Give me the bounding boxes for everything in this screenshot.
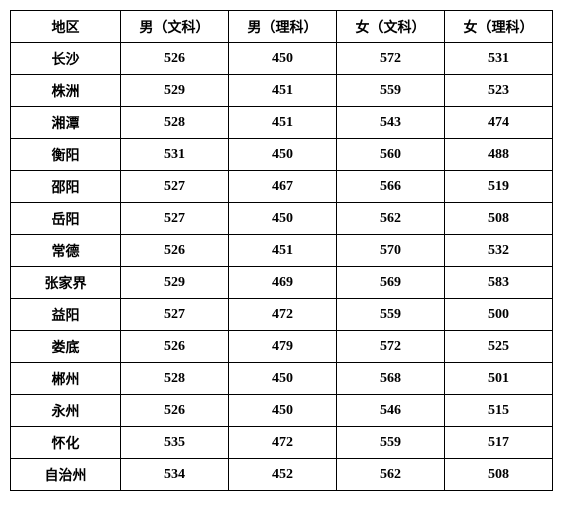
table-row: 岳阳527450562508 [11, 203, 553, 235]
score-cell: 474 [445, 107, 553, 139]
score-cell: 562 [337, 203, 445, 235]
score-cell: 450 [229, 139, 337, 171]
region-cell: 益阳 [11, 299, 121, 331]
region-cell: 株洲 [11, 75, 121, 107]
col-header-male-science: 男（理科） [229, 11, 337, 43]
region-cell: 自治州 [11, 459, 121, 491]
score-cell: 469 [229, 267, 337, 299]
score-cell: 450 [229, 395, 337, 427]
col-header-female-science: 女（理科） [445, 11, 553, 43]
score-cell: 467 [229, 171, 337, 203]
region-cell: 娄底 [11, 331, 121, 363]
score-cell: 531 [445, 43, 553, 75]
score-cell: 566 [337, 171, 445, 203]
score-cell: 488 [445, 139, 553, 171]
score-cell: 568 [337, 363, 445, 395]
score-cell: 501 [445, 363, 553, 395]
score-cell: 526 [121, 395, 229, 427]
score-cell: 583 [445, 267, 553, 299]
table-row: 娄底526479572525 [11, 331, 553, 363]
score-cell: 527 [121, 203, 229, 235]
score-cell: 508 [445, 203, 553, 235]
score-cell: 562 [337, 459, 445, 491]
score-cell: 529 [121, 75, 229, 107]
score-cell: 525 [445, 331, 553, 363]
col-header-male-liberal: 男（文科） [121, 11, 229, 43]
score-cell: 526 [121, 331, 229, 363]
score-cell: 526 [121, 43, 229, 75]
score-cell: 451 [229, 235, 337, 267]
score-cell: 517 [445, 427, 553, 459]
score-cell: 532 [445, 235, 553, 267]
score-cell: 531 [121, 139, 229, 171]
table-row: 长沙526450572531 [11, 43, 553, 75]
score-cell: 572 [337, 331, 445, 363]
table-row: 永州526450546515 [11, 395, 553, 427]
score-cell: 523 [445, 75, 553, 107]
score-table: 地区 男（文科） 男（理科） 女（文科） 女（理科） 长沙52645057253… [10, 10, 553, 491]
region-cell: 长沙 [11, 43, 121, 75]
score-cell: 515 [445, 395, 553, 427]
table-row: 怀化535472559517 [11, 427, 553, 459]
region-cell: 张家界 [11, 267, 121, 299]
score-cell: 472 [229, 299, 337, 331]
region-cell: 永州 [11, 395, 121, 427]
col-header-region: 地区 [11, 11, 121, 43]
score-cell: 527 [121, 299, 229, 331]
table-row: 郴州528450568501 [11, 363, 553, 395]
score-cell: 570 [337, 235, 445, 267]
score-cell: 535 [121, 427, 229, 459]
table-row: 湘潭528451543474 [11, 107, 553, 139]
score-cell: 559 [337, 427, 445, 459]
score-cell: 526 [121, 235, 229, 267]
col-header-female-liberal: 女（文科） [337, 11, 445, 43]
score-cell: 519 [445, 171, 553, 203]
region-cell: 湘潭 [11, 107, 121, 139]
table-row: 张家界529469569583 [11, 267, 553, 299]
score-cell: 508 [445, 459, 553, 491]
score-cell: 450 [229, 43, 337, 75]
table-body: 长沙526450572531株洲529451559523湘潭5284515434… [11, 43, 553, 491]
score-cell: 559 [337, 75, 445, 107]
score-cell: 534 [121, 459, 229, 491]
score-cell: 560 [337, 139, 445, 171]
score-cell: 500 [445, 299, 553, 331]
score-cell: 479 [229, 331, 337, 363]
region-cell: 邵阳 [11, 171, 121, 203]
score-cell: 452 [229, 459, 337, 491]
score-cell: 450 [229, 203, 337, 235]
table-row: 株洲529451559523 [11, 75, 553, 107]
score-cell: 529 [121, 267, 229, 299]
table-header: 地区 男（文科） 男（理科） 女（文科） 女（理科） [11, 11, 553, 43]
score-cell: 451 [229, 75, 337, 107]
region-cell: 怀化 [11, 427, 121, 459]
score-cell: 569 [337, 267, 445, 299]
score-cell: 559 [337, 299, 445, 331]
region-cell: 岳阳 [11, 203, 121, 235]
table-row: 常德526451570532 [11, 235, 553, 267]
region-cell: 常德 [11, 235, 121, 267]
score-cell: 528 [121, 107, 229, 139]
score-cell: 572 [337, 43, 445, 75]
score-cell: 546 [337, 395, 445, 427]
score-cell: 451 [229, 107, 337, 139]
region-cell: 衡阳 [11, 139, 121, 171]
table-row: 衡阳531450560488 [11, 139, 553, 171]
score-cell: 472 [229, 427, 337, 459]
header-row: 地区 男（文科） 男（理科） 女（文科） 女（理科） [11, 11, 553, 43]
score-cell: 450 [229, 363, 337, 395]
score-cell: 543 [337, 107, 445, 139]
table-row: 益阳527472559500 [11, 299, 553, 331]
table-row: 自治州534452562508 [11, 459, 553, 491]
region-cell: 郴州 [11, 363, 121, 395]
score-cell: 528 [121, 363, 229, 395]
table-row: 邵阳527467566519 [11, 171, 553, 203]
score-cell: 527 [121, 171, 229, 203]
